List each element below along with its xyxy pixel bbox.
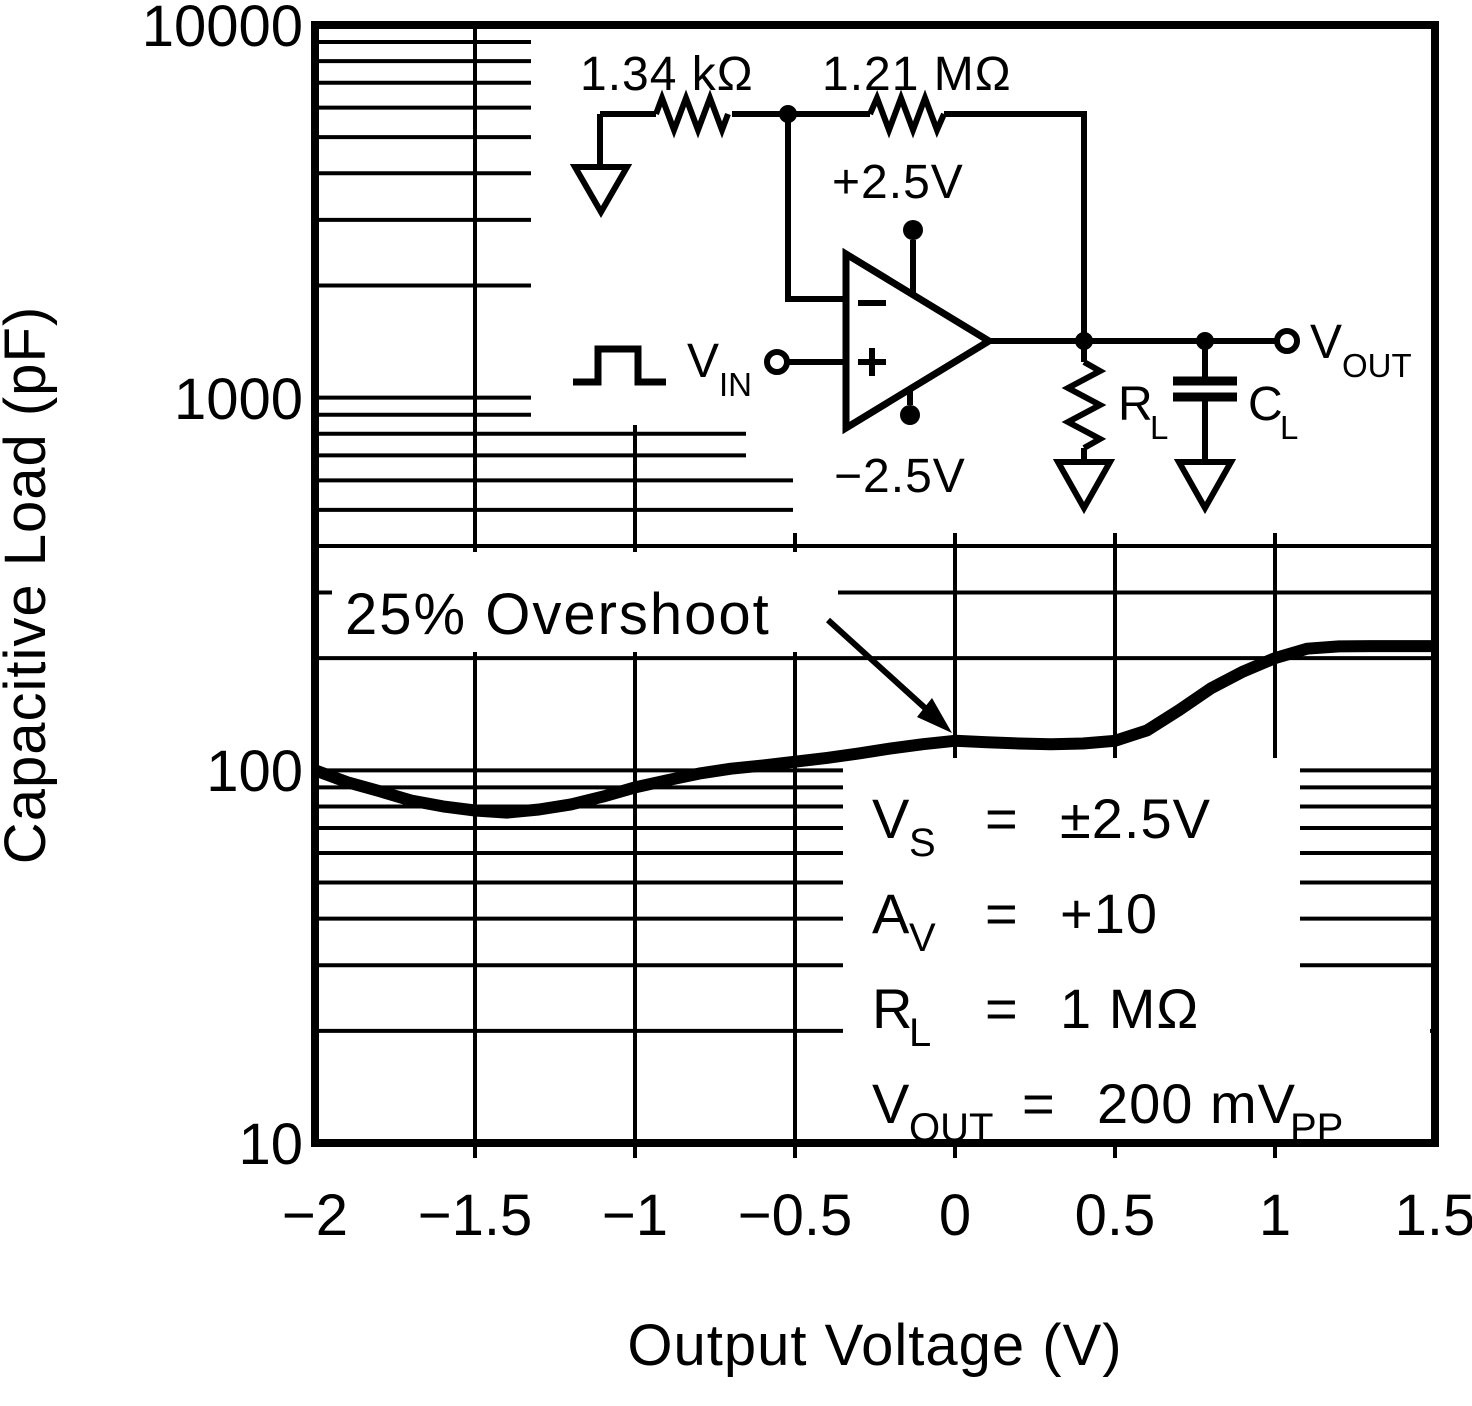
vout-terminal — [1274, 328, 1300, 354]
resistor-1p21M — [867, 89, 947, 139]
x-tick-1p5: 1.5 — [1395, 1183, 1472, 1248]
x-tick-1: 1 — [1259, 1183, 1291, 1248]
cond2-base: A — [872, 882, 910, 945]
arrowhead-icon — [917, 698, 952, 733]
rl-label: R — [1118, 378, 1154, 431]
resistor-1p21M-label: 1.21 MΩ — [822, 48, 1012, 101]
white-masks — [332, 21, 1440, 1141]
resistor-1p34k-label: 1.34 kΩ — [580, 48, 754, 101]
cl-label: C — [1248, 378, 1284, 431]
annotation-arrow — [825, 617, 952, 733]
cl-label-sub: L — [1280, 409, 1298, 446]
ground-icon — [1052, 459, 1116, 515]
cond1-sub: S — [909, 821, 936, 865]
vin-terminal — [764, 349, 790, 375]
conditions-vout-background — [1300, 980, 1430, 1140]
cond4-sub: OUT — [909, 1106, 993, 1150]
cond4-eq: = — [1022, 1072, 1056, 1135]
conditions-block: V S = ±2.5V A V = +10 R L = 1 MΩ V OUT =… — [872, 787, 1343, 1150]
cond3-base: R — [872, 977, 913, 1040]
cond1-val: ±2.5V — [1060, 787, 1211, 850]
overshoot-annotation: 25% Overshoot — [345, 582, 771, 647]
pulse-input-icon — [573, 345, 666, 386]
cond3-sub: L — [909, 1011, 931, 1055]
x-axis-title: Output Voltage (V) — [627, 1313, 1122, 1378]
ground-icon — [1173, 459, 1237, 515]
capacitor-CL — [1173, 376, 1237, 402]
circuit-inset-background — [531, 21, 1440, 533]
rl-label-sub: L — [1150, 409, 1168, 446]
vout-label-sub: OUT — [1342, 347, 1412, 384]
x-tick-n1p5: −1.5 — [418, 1183, 533, 1248]
overshoot-label-background — [332, 552, 838, 652]
vout-label: V — [1310, 316, 1343, 369]
positive-supply-label: +2.5V — [832, 156, 964, 209]
data-curve — [312, 640, 1435, 819]
y-axis-labels: 10 100 1000 10000 — [142, 0, 303, 1177]
cond2-sub: V — [909, 916, 936, 960]
circuit-inset: 1.34 kΩ 1.21 MΩ +2.5V −2.5V V IN V OUT R… — [569, 48, 1412, 515]
x-tick-n2: −2 — [282, 1183, 348, 1248]
x-axis-ticks — [473, 1143, 1277, 1158]
vin-label-sub: IN — [719, 366, 752, 403]
y-tick-1000: 1000 — [174, 367, 303, 432]
vin-label: V — [687, 335, 720, 388]
plot-border — [311, 21, 1439, 1147]
cond3-val: 1 MΩ — [1060, 977, 1199, 1040]
conditions-background — [843, 758, 1300, 1141]
x-tick-0p5: 0.5 — [1075, 1183, 1156, 1248]
cond4-valsub: PP — [1290, 1106, 1343, 1150]
cond2-val: +10 — [1060, 882, 1158, 945]
resistor-1p34k — [653, 89, 731, 139]
cond3-eq: = — [985, 977, 1019, 1040]
opamp-plus-symbol — [858, 348, 886, 376]
cond4-val: 200 mV — [1097, 1072, 1296, 1135]
cond2-eq: = — [985, 882, 1019, 945]
x-tick-n0p5: −0.5 — [738, 1183, 853, 1248]
y-tick-10000: 10000 — [142, 0, 303, 59]
circuit-wires — [597, 111, 1276, 462]
x-tick-n1: −1 — [602, 1183, 668, 1248]
x-axis-labels: −2 −1.5 −1 −0.5 0 0.5 1 1.5 — [282, 1183, 1472, 1248]
y-axis-title: Capacitive Load (pF) — [0, 306, 58, 864]
x-tick-0: 0 — [939, 1183, 971, 1248]
y-tick-100: 100 — [206, 739, 303, 804]
negative-supply-label: −2.5V — [834, 450, 966, 503]
cond1-eq: = — [985, 787, 1019, 850]
cond4-base: V — [872, 1072, 910, 1135]
resistor-RL — [1061, 359, 1107, 451]
ground-icon — [569, 164, 633, 218]
junction-dots — [779, 105, 1214, 425]
y-tick-10: 10 — [238, 1112, 303, 1177]
opamp-icon — [842, 247, 996, 435]
cond1-base: V — [872, 787, 910, 850]
